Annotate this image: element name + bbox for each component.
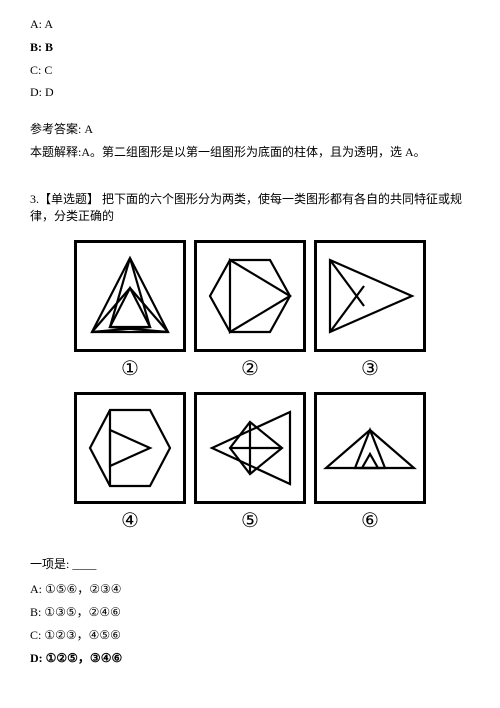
q3-option-d: D: ①②⑤，③④⑥ — [30, 650, 470, 667]
q2-option-a: A: A — [30, 16, 470, 33]
q3-fig-svg-5 — [200, 398, 300, 498]
q2-option-d: D: D — [30, 84, 470, 101]
q2-option-c: C: C — [30, 62, 470, 79]
q3-fig-label-4: ④ — [121, 507, 139, 535]
q3-stem: 3.【单选题】 把下面的六个图形分为两类，使每一类图形都有各自的共同特征或规律，… — [30, 191, 470, 225]
q3-stem-suffix: 一项是: ____ — [30, 556, 470, 573]
q2-answer-ref: 参考答案: A — [30, 121, 470, 138]
q3-figure-row-2: ④ ⑤ — [74, 392, 426, 538]
q3-fig-box-3 — [314, 240, 426, 352]
q3-fig-label-1: ① — [121, 355, 139, 383]
q3-fig-svg-3 — [320, 246, 420, 346]
q3-fig-svg-2 — [200, 246, 300, 346]
q3-fig-svg-1 — [80, 246, 180, 346]
q3-fig-label-3: ③ — [361, 355, 379, 383]
q3-fig-label-2: ② — [241, 355, 259, 383]
q3-fig-label-6: ⑥ — [361, 507, 379, 535]
q3-fig-cell-2: ② — [194, 240, 306, 386]
q3-fig-cell-1: ① — [74, 240, 186, 386]
q2-answer-explanation: 本题解释:A。第二组图形是以第一组图形为底面的柱体，且为透明，选 A。 — [30, 144, 470, 161]
q3-fig-cell-5: ⑤ — [194, 392, 306, 538]
q3-figure-grid: ① ② — [30, 240, 470, 538]
q3-fig-box-2 — [194, 240, 306, 352]
q2-answer-block: 参考答案: A 本题解释:A。第二组图形是以第一组图形为底面的柱体，且为透明，选… — [30, 121, 470, 161]
q3-fig-box-4 — [74, 392, 186, 504]
q3-fig-box-6 — [314, 392, 426, 504]
q3-fig-label-5: ⑤ — [241, 507, 259, 535]
q3-fig-cell-6: ⑥ — [314, 392, 426, 538]
q2-option-b: B: B — [30, 39, 470, 56]
q3-option-b: B: ①③⑤，②④⑥ — [30, 604, 470, 621]
q3-fig-svg-6 — [320, 398, 420, 498]
q3-fig-cell-4: ④ — [74, 392, 186, 538]
q3-fig-svg-4 — [80, 398, 180, 498]
q3-fig-box-5 — [194, 392, 306, 504]
q3-figure-row-1: ① ② — [74, 240, 426, 386]
q3-option-a: A: ①⑤⑥，②③④ — [30, 581, 470, 598]
q3-fig-cell-3: ③ — [314, 240, 426, 386]
q3-fig-box-1 — [74, 240, 186, 352]
q3-option-c: C: ①②③，④⑤⑥ — [30, 627, 470, 644]
